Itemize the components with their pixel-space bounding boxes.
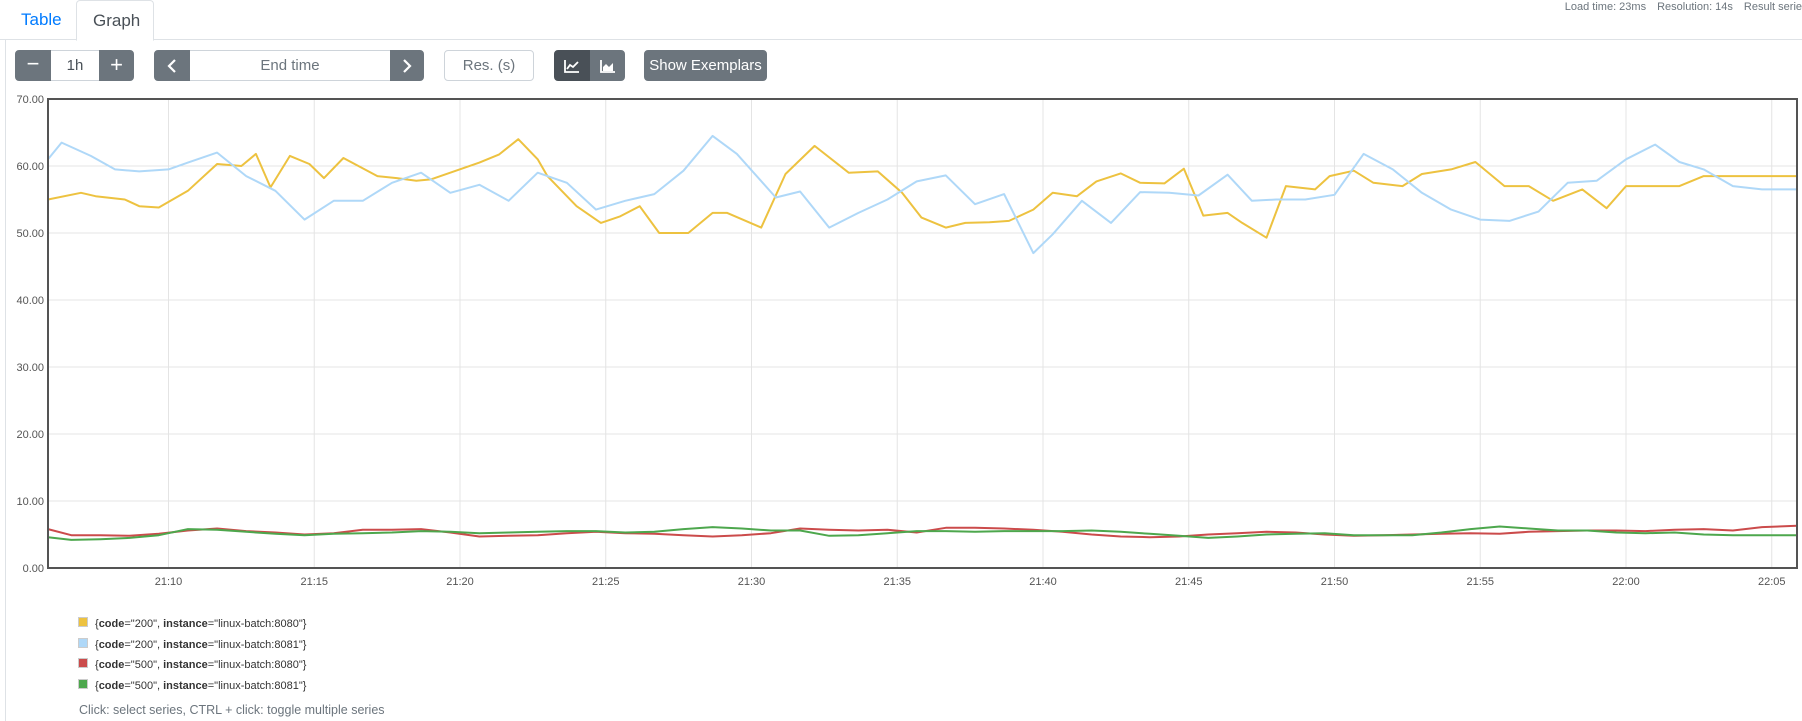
x-tick-label: 21:45 xyxy=(1175,576,1203,588)
legend-swatch xyxy=(78,617,88,628)
legend-swatch-fill xyxy=(79,618,87,627)
series-line-500-linux-batch-8081[interactable] xyxy=(47,525,1797,541)
chevron-left-icon xyxy=(167,59,176,73)
y-tick-label: 70.00 xyxy=(16,94,44,106)
end-time-back-button[interactable] xyxy=(154,50,190,81)
y-tick-label: 50.00 xyxy=(16,228,44,240)
y-tick-label: 0.00 xyxy=(23,563,44,575)
result-series-stat: Result serie xyxy=(1743,1,1802,13)
stacked-area-button[interactable] xyxy=(590,50,625,81)
decrease-range-button[interactable]: − xyxy=(15,50,51,81)
increase-range-button[interactable]: + xyxy=(99,50,134,81)
y-tick-label: 20.00 xyxy=(16,429,44,441)
load-time: Load time: 23ms xyxy=(1564,1,1647,13)
legend-code-value: 500 xyxy=(134,679,154,692)
resolution-stat: Resolution: 14s xyxy=(1657,1,1733,13)
tab-table[interactable]: Table xyxy=(21,10,62,29)
legend-label: {code="200", instance="linux-batch:8080"… xyxy=(95,618,307,630)
end-time-forward-button[interactable] xyxy=(390,50,424,81)
x-tick-label: 21:30 xyxy=(738,576,766,588)
panel-left-border xyxy=(5,40,6,721)
tab-graph[interactable]: Graph xyxy=(76,0,154,41)
x-tick-label: 22:00 xyxy=(1612,576,1640,588)
legend-code-value: 200 xyxy=(134,618,154,630)
y-tick-label: 10.00 xyxy=(16,496,44,508)
end-time-input[interactable]: End time xyxy=(190,50,390,81)
legend-hint: Click: select series, CTRL + click: togg… xyxy=(79,703,385,717)
legend-swatch-fill xyxy=(79,679,87,688)
y-tick-label: 30.00 xyxy=(16,362,44,374)
line-chart-icon xyxy=(564,60,579,73)
chevron-right-icon xyxy=(403,59,412,73)
range-input[interactable]: 1h xyxy=(51,50,99,81)
chart-legend: {code="200", instance="linux-batch:8080"… xyxy=(78,614,306,696)
legend-instance-value: linux-batch:8081 xyxy=(218,679,299,692)
chart-series-lines xyxy=(47,134,1798,541)
legend-code-value: 200 xyxy=(134,638,154,651)
legend-item[interactable]: {code="200", instance="linux-batch:8081"… xyxy=(78,635,306,656)
legend-item[interactable]: {code="500", instance="linux-batch:8080"… xyxy=(78,655,306,676)
x-tick-label: 21:40 xyxy=(1029,576,1057,588)
series-line-200-linux-batch-8081[interactable] xyxy=(47,134,1797,255)
legend-swatch-fill xyxy=(79,659,87,668)
legend-instance-value: linux-batch:8080 xyxy=(218,659,299,671)
chart-frame xyxy=(47,98,1798,569)
x-tick-label: 21:55 xyxy=(1466,576,1494,588)
x-tick-label: 21:50 xyxy=(1321,576,1349,588)
unstacked-line-button[interactable] xyxy=(554,50,590,81)
legend-swatch xyxy=(78,637,88,648)
legend-swatch-fill xyxy=(79,638,87,647)
plus-icon: + xyxy=(110,52,123,77)
legend-swatch xyxy=(78,678,88,689)
show-exemplars-button[interactable]: Show Exemplars xyxy=(644,50,767,81)
x-tick-label: 21:25 xyxy=(592,576,620,588)
legend-swatch xyxy=(78,658,88,669)
y-tick-label: 40.00 xyxy=(16,295,44,307)
resolution-input[interactable]: Res. (s) xyxy=(444,50,534,81)
legend-label: {code="200", instance="linux-batch:8081"… xyxy=(95,638,307,651)
x-axis: 21:10 21:15 21:20 21:25 21:30 21:35 21:40 21:45… xyxy=(155,576,1786,588)
legend-item[interactable]: {code="200", instance="linux-batch:8080"… xyxy=(78,614,306,635)
chart-grid xyxy=(48,98,1797,569)
legend-code-value: 500 xyxy=(134,659,154,671)
x-tick-label: 21:10 xyxy=(155,576,183,588)
tab-divider xyxy=(0,39,1802,40)
minus-icon: − xyxy=(26,51,40,76)
y-axis: 0.00 10.00 20.00 30.00 40.00 50.00 60.00 70.00 xyxy=(16,94,44,575)
legend-label: {code="500", instance="linux-batch:8080"… xyxy=(95,659,307,671)
area-chart-icon xyxy=(599,60,615,73)
legend-instance-value: linux-batch:8080 xyxy=(218,618,299,630)
graph-chart[interactable]: 0.0010.0020.0030.0040.0050.0060.0070.00 … xyxy=(0,92,1802,592)
legend-instance-value: linux-batch:8081 xyxy=(218,638,299,651)
x-tick-label: 21:35 xyxy=(883,576,911,588)
x-tick-label: 21:20 xyxy=(446,576,474,588)
series-line-200-linux-batch-8080[interactable] xyxy=(47,138,1797,239)
y-tick-label: 60.00 xyxy=(16,161,44,173)
x-tick-label: 21:15 xyxy=(300,576,328,588)
query-stats: Load time: 23ms Resolution: 14s Result ser… xyxy=(1554,0,1802,14)
legend-item[interactable]: {code="500", instance="linux-batch:8081"… xyxy=(78,676,306,697)
tab-bar: Table Graph xyxy=(0,0,1802,41)
legend-label: {code="500", instance="linux-batch:8081"… xyxy=(95,679,307,692)
x-tick-label: 22:05 xyxy=(1758,576,1786,588)
